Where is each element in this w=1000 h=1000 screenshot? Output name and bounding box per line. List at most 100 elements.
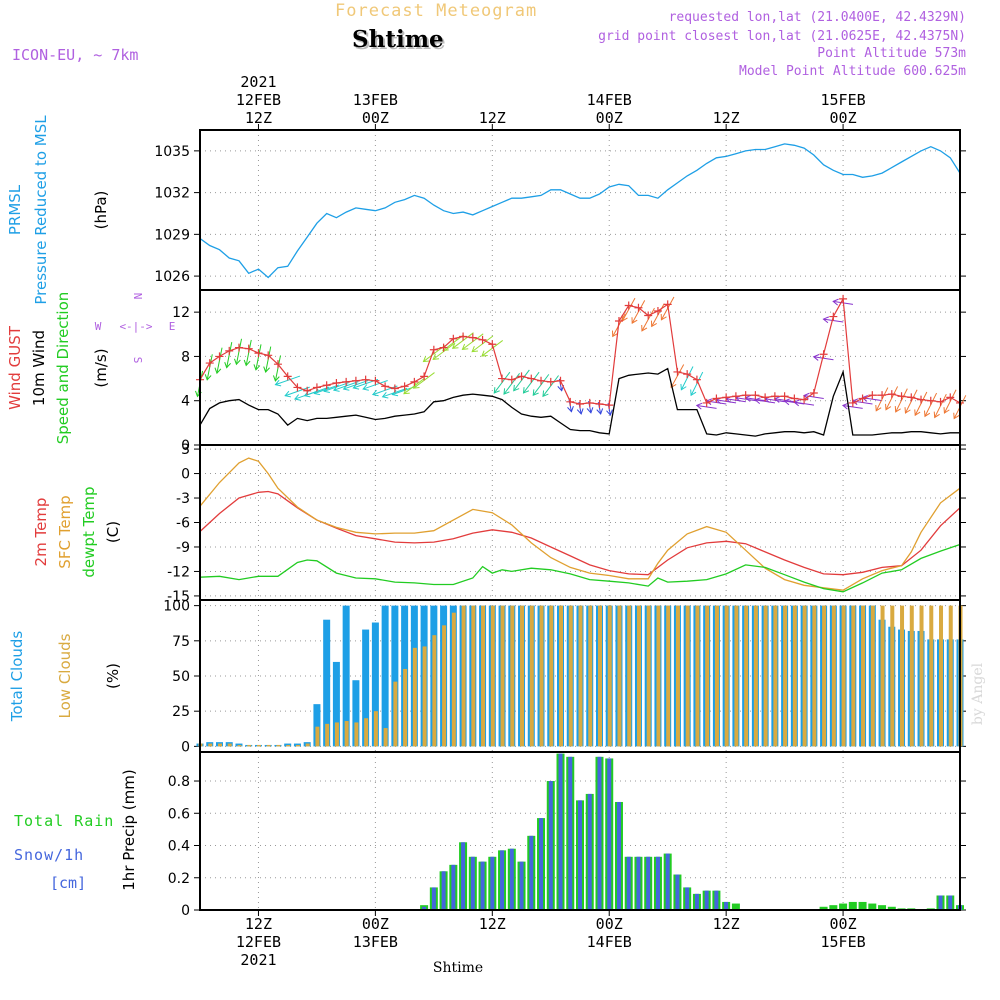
low-clouds-bar xyxy=(714,605,719,747)
low-clouds-bar xyxy=(890,605,895,747)
wind-arrow-head xyxy=(542,390,549,398)
bottom-time-label: 13FEB xyxy=(353,933,398,951)
low-clouds-bar xyxy=(422,646,427,747)
low-clouds-bar xyxy=(403,668,408,747)
low-clouds-bar xyxy=(412,647,417,747)
wind-arrow xyxy=(216,347,223,374)
wind-arrow-head xyxy=(522,387,530,394)
total-clouds-bar xyxy=(381,605,389,747)
wind-arrow-head xyxy=(274,379,282,387)
wind-gust-marker xyxy=(361,375,370,384)
total-clouds-bar xyxy=(371,622,379,747)
rain-bar xyxy=(858,901,867,910)
low-clouds-bar xyxy=(276,744,281,747)
low-clouds-bar xyxy=(344,721,349,747)
compass-north: N xyxy=(131,293,144,300)
wind-gust-marker xyxy=(926,396,935,405)
pressure-frame xyxy=(199,129,961,291)
y-tick-label: 8 xyxy=(181,349,190,365)
low-clouds-bar xyxy=(870,605,875,747)
wind-gust-marker xyxy=(273,360,282,369)
precip-bars xyxy=(420,753,964,910)
temp-2m-label: 2m Temp xyxy=(32,498,50,567)
wind-10m-label: 10m Wind xyxy=(30,330,48,406)
snow-bar xyxy=(500,850,505,910)
snow-bar xyxy=(646,856,651,910)
wind-gust-marker xyxy=(498,374,507,383)
wind-gust-marker xyxy=(546,377,555,386)
snow-bar xyxy=(616,801,621,910)
bottom-time-label: 12Z xyxy=(713,915,740,933)
rain-bar xyxy=(819,906,828,910)
wind-gust-marker xyxy=(819,350,828,359)
wind-frame xyxy=(199,289,961,446)
total-clouds-bar xyxy=(313,704,321,747)
low-clouds-bar xyxy=(607,605,612,747)
low-clouds-bar xyxy=(237,744,242,747)
rain-bar xyxy=(887,906,896,910)
wind-arrow-head xyxy=(471,346,479,353)
wind-arrow-head xyxy=(933,411,940,419)
temp-dewpt-label: dewpt Temp xyxy=(80,486,98,577)
wind-gust-marker xyxy=(322,381,331,390)
wind-arrow xyxy=(745,397,766,402)
low-clouds-bar xyxy=(481,605,486,747)
wind-arrow xyxy=(274,355,281,382)
bottom-time-label: 2021 xyxy=(240,951,276,969)
wind-gust-marker xyxy=(459,332,468,341)
wind-gust-marker xyxy=(702,398,711,407)
top-time-label: 12Z xyxy=(479,109,506,127)
low-clouds-bar xyxy=(929,605,934,747)
temp-sfc-line xyxy=(199,457,961,591)
wind-gust-marker xyxy=(390,384,399,393)
y-tick-label: 0.6 xyxy=(168,806,190,822)
wind-arrow-head xyxy=(695,402,703,410)
low-clouds-bar xyxy=(510,605,515,747)
location-title: Shtime xyxy=(352,26,444,53)
wind-gust-marker xyxy=(790,394,799,403)
low-clouds-bar xyxy=(822,605,827,747)
compass-east: E xyxy=(169,320,176,333)
total-clouds-bar xyxy=(362,629,370,747)
pressure-line xyxy=(199,143,961,279)
wind-gust-marker xyxy=(332,379,341,387)
snow-bar xyxy=(451,864,456,910)
temp-2m-line xyxy=(199,490,961,576)
wind-arrow-head xyxy=(204,374,212,381)
low-clouds-bar xyxy=(295,744,300,747)
wind-gust-marker xyxy=(215,352,224,361)
temp-unit: (C) xyxy=(104,521,122,543)
wind-gust-marker xyxy=(537,376,546,385)
snow-bar xyxy=(490,856,495,910)
wind-speed-line xyxy=(199,367,960,437)
snow-bar xyxy=(714,890,719,910)
low-clouds-bar xyxy=(549,605,554,747)
low-clouds-bar xyxy=(705,605,710,747)
wind-gust-marker xyxy=(605,401,614,410)
snow-bar xyxy=(431,887,436,910)
low-clouds-bar xyxy=(461,605,466,747)
temp-dewpt-line xyxy=(199,543,961,593)
snow-bar xyxy=(626,856,631,910)
low-clouds-bar xyxy=(490,605,495,747)
low-clouds-bar xyxy=(948,605,953,747)
low-clouds-bar xyxy=(208,743,213,747)
low-clouds-bar xyxy=(685,605,690,747)
top-time-label: 12Z xyxy=(713,109,740,127)
wind-gust-marker xyxy=(692,375,701,384)
snow-bar xyxy=(587,793,592,910)
y-tick-label: 50 xyxy=(172,669,190,685)
top-time-label: 13FEB xyxy=(353,91,398,109)
low-clouds-bar xyxy=(851,605,856,747)
wind-gust-marker xyxy=(917,395,926,404)
snow-bar xyxy=(558,753,563,910)
wind-arrow xyxy=(696,404,717,409)
wind-arrow-head xyxy=(914,409,921,417)
y-tick-label: -15 xyxy=(167,589,190,605)
wind-direction-label: Speed and Direction xyxy=(54,292,72,445)
requested-coords: requested lon,lat (21.0400E, 42.4329N) xyxy=(668,10,966,25)
pressure-grid xyxy=(194,130,966,290)
wind-gust-marker xyxy=(907,393,916,402)
low-clouds-bar xyxy=(919,605,924,747)
